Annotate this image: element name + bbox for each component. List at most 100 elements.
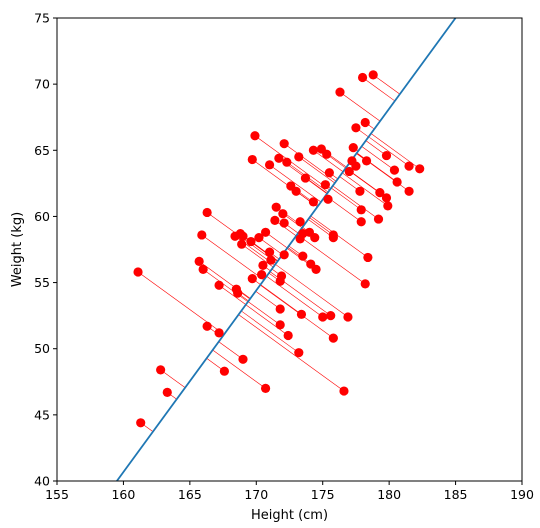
data-point-37 [276, 271, 287, 281]
residual-line-1 [160, 369, 186, 388]
data-point-66 [326, 311, 336, 321]
x-tick-label-170: 170 [244, 487, 268, 502]
data-point-47 [294, 348, 304, 358]
residual-line-6 [201, 234, 265, 281]
residual-line-18 [218, 341, 244, 360]
data-point-3 [133, 267, 143, 277]
residual-line-72 [275, 264, 349, 318]
data-point-22 [250, 131, 260, 141]
data-point-18 [238, 354, 248, 364]
data-point-9 [214, 328, 224, 338]
data-point-96 [415, 164, 425, 174]
data-point-32 [271, 202, 281, 212]
data-point-79 [356, 205, 366, 215]
data-point-24 [257, 270, 267, 280]
y-tick-label-40: 40 [34, 474, 50, 489]
data-point-68 [328, 333, 338, 343]
data-point-21 [247, 154, 257, 165]
data-point-85 [363, 252, 373, 263]
residual-line-87 [332, 185, 379, 220]
residual-line-43 [245, 304, 289, 336]
data-point-73 [344, 166, 354, 177]
data-point-5 [198, 264, 208, 274]
data-point-29 [264, 160, 275, 170]
data-point-30 [266, 255, 276, 265]
y-tick-label-70: 70 [34, 77, 50, 92]
data-point-87 [373, 214, 384, 224]
data-point-46 [294, 152, 304, 162]
y-tick-label-75: 75 [34, 11, 50, 26]
data-point-1 [156, 365, 166, 375]
data-point-75 [348, 143, 358, 153]
data-point-7 [202, 207, 212, 218]
residual-line-71 [238, 314, 345, 392]
data-point-61 [318, 312, 328, 322]
data-point-27 [260, 383, 271, 393]
data-point-70 [335, 87, 345, 97]
residual-line-47 [241, 310, 299, 353]
data-point-72 [343, 312, 353, 322]
data-point-90 [381, 193, 392, 203]
y-axis-ticks: 40 45 50 55 60 65 70 75 [34, 11, 57, 489]
residual-line-92 [361, 146, 395, 171]
data-point-84 [361, 156, 372, 166]
residual-line-50 [260, 284, 302, 315]
data-point-76 [351, 161, 361, 171]
data-point-40 [279, 218, 289, 228]
data-point-89 [381, 150, 392, 161]
data-point-59 [311, 264, 321, 274]
data-point-33 [274, 153, 284, 163]
residual-line-86 [373, 74, 400, 95]
x-tick-label-190: 190 [510, 487, 534, 502]
residual-line-23 [258, 237, 283, 255]
data-point-19 [246, 236, 256, 247]
y-axis-label: Weight (kg) [10, 212, 25, 287]
data-point-28 [264, 247, 275, 257]
data-point-45 [291, 186, 301, 196]
residual-line-35 [255, 290, 281, 310]
residual-line-79 [330, 187, 362, 211]
data-point-4 [194, 256, 204, 267]
data-point-71 [339, 386, 349, 396]
data-point-92 [389, 165, 400, 175]
data-point-6 [197, 230, 207, 240]
data-point-83 [360, 279, 370, 289]
data-point-86 [368, 70, 378, 80]
residual-line-34 [247, 301, 281, 326]
data-point-93 [392, 177, 402, 187]
y-tick-label-50: 50 [34, 341, 50, 356]
data-point-8 [202, 321, 212, 331]
residual-line-85 [310, 215, 369, 258]
x-tick-label-165: 165 [178, 487, 202, 502]
data-point-16 [237, 239, 247, 249]
data-point-17 [238, 231, 248, 241]
data-point-78 [355, 186, 365, 196]
data-point-77 [351, 123, 361, 133]
data-point-2 [162, 387, 172, 397]
data-point-42 [282, 157, 292, 167]
plot-frame [56, 17, 523, 482]
residual-line-10 [218, 284, 247, 305]
data-point-88 [375, 188, 385, 198]
data-point-57 [308, 197, 319, 207]
y-tick-label-55: 55 [34, 275, 50, 290]
data-point-50 [296, 309, 307, 319]
data-point-65 [324, 168, 334, 178]
data-point-80 [356, 217, 366, 227]
x-tick-label-180: 180 [377, 487, 401, 502]
data-point-23 [254, 232, 264, 243]
residual-line-91 [342, 172, 388, 207]
data-point-39 [279, 250, 289, 260]
data-point-52 [298, 251, 308, 261]
data-point-94 [404, 161, 414, 171]
residual-line-94 [368, 136, 410, 167]
residual-line-61 [266, 276, 323, 318]
residual-line-46 [298, 156, 335, 184]
data-point-11 [219, 366, 229, 376]
data-point-48 [295, 217, 305, 227]
data-points [133, 70, 425, 428]
x-tick-label-155: 155 [45, 487, 69, 502]
plot-area [57, 18, 522, 481]
residual-line-67 [309, 217, 334, 236]
data-point-69 [328, 232, 338, 243]
